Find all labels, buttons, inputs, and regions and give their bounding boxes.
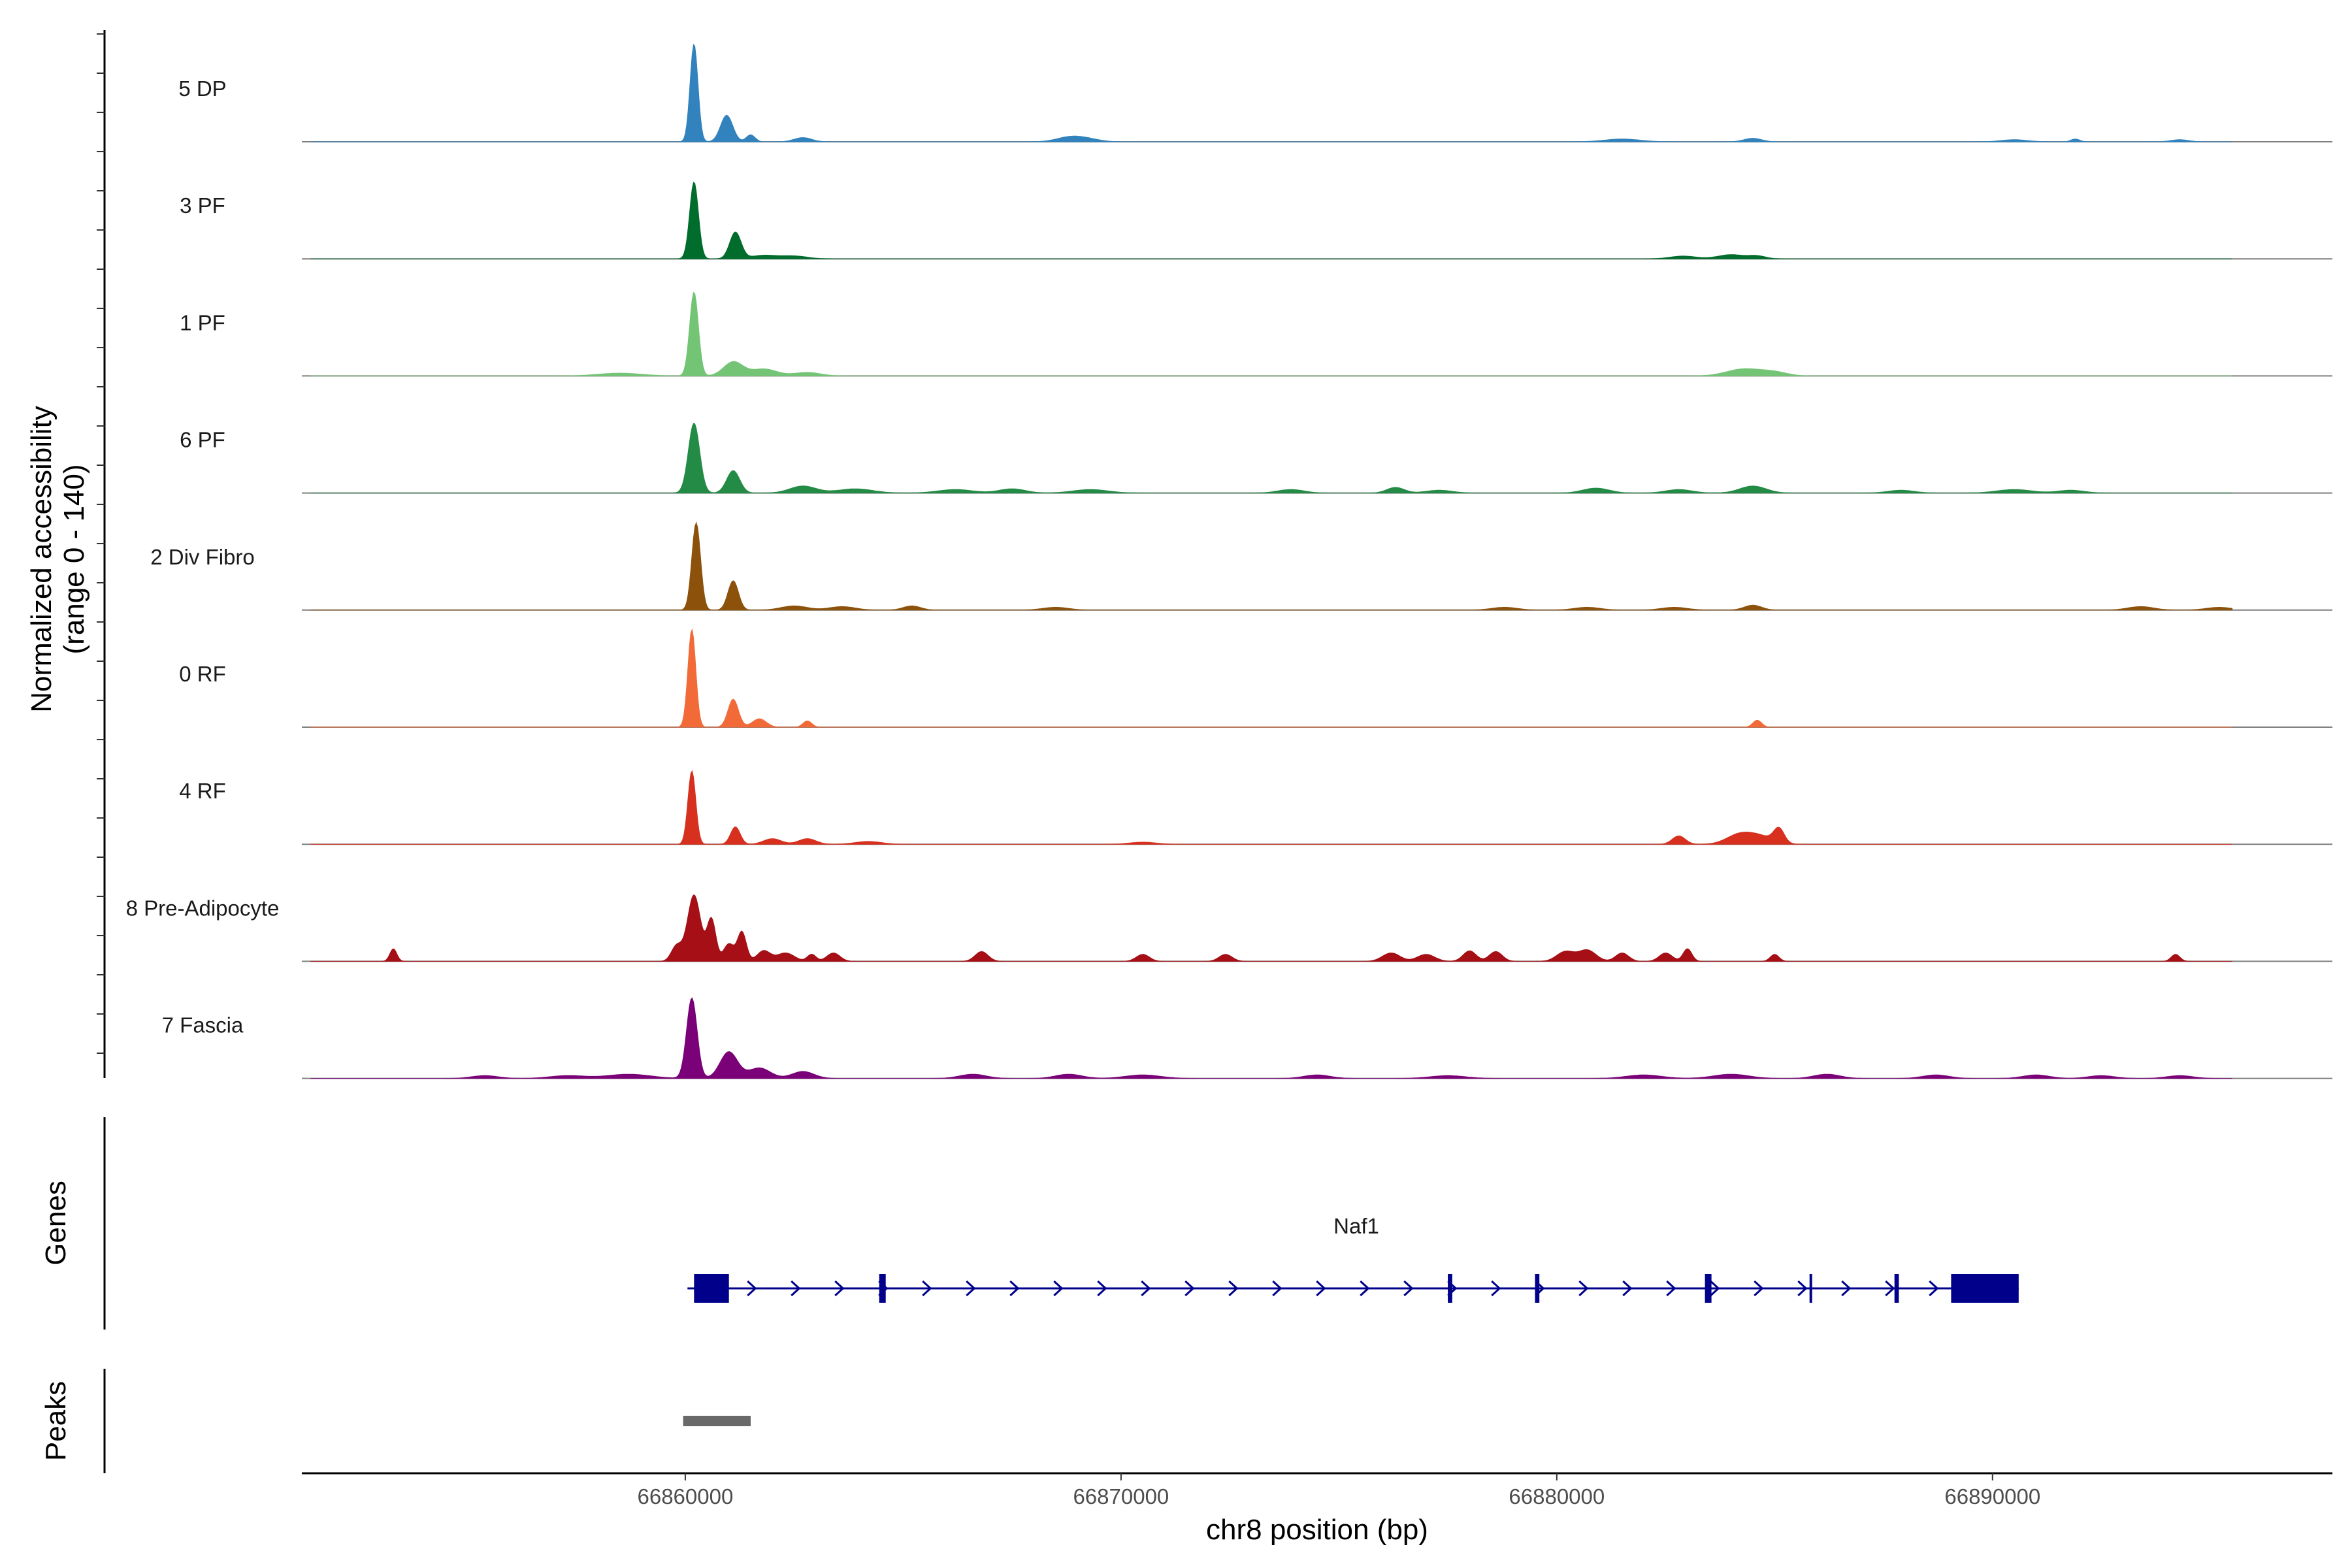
strand-arrow — [1360, 1280, 1370, 1297]
x-tick-label: 66890000 — [1944, 1484, 2040, 1509]
gene-exon — [1448, 1274, 1452, 1303]
track-label: 0 RF — [179, 662, 226, 686]
peaks-panel-title: Peaks — [40, 1381, 72, 1461]
coverage-tracks: 5 DP 3 PF 1 PF 6 PF 2 Div Fibro 0 RF 4 RF 8 Pre… — [126, 44, 2332, 1079]
strand-arrow — [1228, 1280, 1239, 1297]
strand-arrow — [1754, 1280, 1764, 1297]
y-axis-range-label: (range 0 - 140) — [58, 464, 90, 654]
track-label: 4 RF — [179, 779, 226, 803]
x-tick-label: 66870000 — [1073, 1484, 1169, 1509]
strand-arrow — [1272, 1280, 1282, 1297]
gene-model: Naf1 — [687, 1214, 2019, 1303]
strand-arrow — [966, 1280, 976, 1297]
track-8-pre-adipocyte: 8 Pre-Adipocyte — [126, 894, 2332, 962]
coverage-area — [310, 628, 2232, 728]
strand-arrow — [1929, 1280, 1939, 1297]
strand-arrow — [1491, 1280, 1501, 1297]
strand-arrow — [1885, 1280, 1895, 1297]
gene-exon — [879, 1274, 886, 1303]
coverage-area — [310, 182, 2232, 259]
x-axis-title: chr8 position (bp) — [1206, 1514, 1428, 1546]
gene-exon — [694, 1274, 729, 1303]
track-label: 3 PF — [180, 193, 225, 218]
strand-arrow — [1141, 1280, 1151, 1297]
strand-arrow — [834, 1280, 845, 1297]
coverage-area — [310, 770, 2232, 845]
coverage-area — [310, 44, 2232, 142]
gene-exon — [1705, 1274, 1712, 1303]
gene-exon — [1809, 1274, 1812, 1303]
coverage-area — [310, 521, 2233, 611]
strand-arrow — [1184, 1280, 1195, 1297]
track-3-pf: 3 PF — [180, 182, 2332, 260]
strand-arrow — [1666, 1280, 1676, 1297]
track-2-div-fibro: 2 Div Fibro — [150, 521, 2332, 611]
track-7-fascia: 7 Fascia — [162, 997, 2332, 1079]
x-tick-label: 66880000 — [1509, 1484, 1605, 1509]
strand-arrow — [1841, 1280, 1852, 1297]
strand-arrow — [1316, 1280, 1326, 1297]
strand-arrow — [1403, 1280, 1414, 1297]
track-5-dp: 5 DP — [178, 44, 2332, 142]
strand-arrow — [1797, 1280, 1808, 1297]
gene-label-naf1: Naf1 — [1333, 1214, 1379, 1238]
genes-panel-title: Genes — [40, 1181, 72, 1266]
strand-arrow — [1622, 1280, 1633, 1297]
peak-region — [683, 1416, 751, 1426]
x-tick-label: 66860000 — [638, 1484, 734, 1509]
y-axis-title: Normalized accessibility — [25, 406, 57, 712]
gene-exon — [1951, 1274, 2019, 1303]
strand-arrow — [922, 1280, 932, 1297]
coverage-area — [310, 894, 2232, 962]
coverage-area — [310, 997, 2232, 1079]
track-6-pf: 6 PF — [180, 423, 2332, 494]
coverage-area — [310, 423, 2232, 494]
coverage-area — [310, 291, 2232, 376]
strand-arrow — [1710, 1280, 1720, 1297]
strand-arrow — [1097, 1280, 1107, 1297]
coverage-y-axis-ticks — [97, 33, 105, 1054]
track-1-pf: 1 PF — [180, 291, 2332, 377]
track-0-rf: 0 RF — [179, 628, 2332, 728]
gene-exon — [1535, 1274, 1540, 1303]
gene-exon — [1894, 1274, 1899, 1303]
strand-arrow — [1578, 1280, 1589, 1297]
strand-arrow — [791, 1280, 801, 1297]
track-label: 7 Fascia — [162, 1013, 244, 1037]
track-label: 1 PF — [180, 310, 225, 335]
strand-arrow — [1009, 1280, 1020, 1297]
track-label: 6 PF — [180, 428, 225, 452]
track-label: 2 Div Fibro — [150, 545, 255, 569]
track-label: 5 DP — [178, 76, 226, 101]
peak-regions — [683, 1416, 751, 1426]
track-4-rf: 4 RF — [179, 770, 2332, 845]
strand-arrow — [1053, 1280, 1064, 1297]
x-axis-ticks: 66860000 66870000 66880000 66890000 — [638, 1473, 2040, 1509]
track-label: 8 Pre-Adipocyte — [126, 896, 280, 920]
strand-arrow — [747, 1280, 757, 1297]
